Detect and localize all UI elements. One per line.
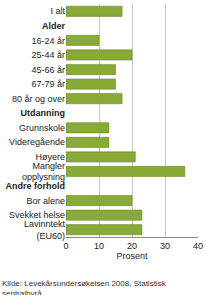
svg-text:Kilde: Levekårsundersøkelsen 2: Kilde: Levekårsundersøkelsen 2008, Stati… [2, 279, 167, 295]
svg-text:40: 40 [193, 241, 203, 251]
svg-text:67-79 år: 67-79 år [31, 79, 65, 89]
svg-text:20: 20 [127, 241, 137, 251]
svg-text:I alt: I alt [50, 6, 65, 16]
svg-text:Svekket helse: Svekket helse [9, 210, 65, 220]
svg-text:30: 30 [160, 241, 170, 251]
svg-text:Mangleropplysning: Mangleropplysning [22, 161, 65, 183]
svg-text:Prosent: Prosent [116, 251, 148, 261]
svg-text:25-44 år: 25-44 år [31, 50, 65, 60]
svg-text:Grunnskole: Grunnskole [19, 123, 65, 133]
svg-text:Utdanning: Utdanning [21, 108, 66, 118]
svg-text:Lavinntekt(EU60): Lavinntekt(EU60) [24, 219, 66, 241]
svg-text:Bor alene: Bor alene [26, 196, 65, 206]
svg-text:Alder: Alder [42, 21, 66, 31]
svg-text:Høyere: Høyere [35, 152, 65, 162]
svg-text:0: 0 [63, 241, 68, 251]
svg-text:Andre forhold: Andre forhold [6, 181, 66, 191]
svg-text:Videregående: Videregående [9, 137, 65, 147]
svg-text:10: 10 [94, 241, 104, 251]
svg-text:45-66 år: 45-66 år [31, 65, 65, 75]
svg-text:80 år og over: 80 år og over [12, 94, 65, 104]
svg-text:16-24 år: 16-24 år [31, 36, 65, 46]
